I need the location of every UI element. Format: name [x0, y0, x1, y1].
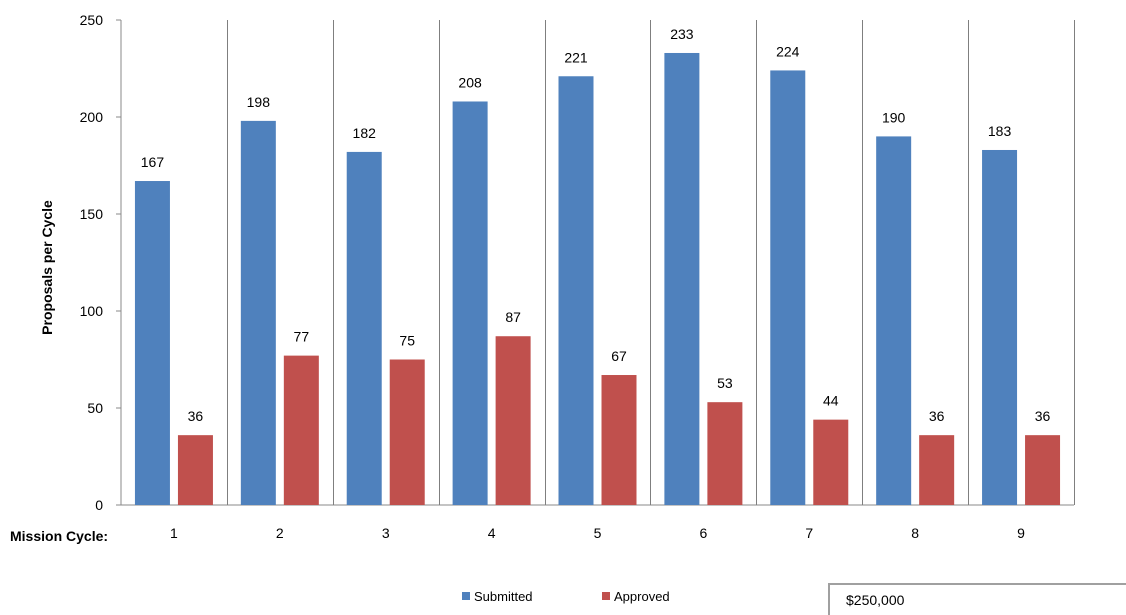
data-label-approved-7: 44 [823, 393, 839, 409]
data-label-submitted-6: 233 [670, 26, 694, 42]
bar-submitted-3 [346, 151, 382, 506]
bar-submitted-5 [558, 76, 594, 505]
x-tick-label: 4 [488, 525, 496, 541]
x-tick-label: 8 [911, 525, 919, 541]
bar-approved-5 [601, 375, 637, 505]
bar-submitted-9 [982, 149, 1018, 506]
y-axis-label: Proposals per Cycle [39, 200, 55, 335]
data-label-approved-9: 36 [1035, 408, 1051, 424]
bar-submitted-2 [240, 120, 276, 505]
data-label-submitted-5: 221 [564, 49, 588, 65]
y-tick-label: 150 [80, 206, 104, 222]
data-label-submitted-7: 224 [776, 43, 800, 59]
x-tick-label: 5 [594, 525, 602, 541]
bar-approved-7 [813, 419, 849, 505]
data-label-submitted-3: 182 [353, 125, 377, 141]
data-label-approved-4: 87 [505, 309, 521, 325]
y-tick-label: 50 [87, 400, 103, 416]
data-label-submitted-8: 190 [882, 109, 906, 125]
grid [116, 19, 1075, 506]
y-axis-label-group: Proposals per Cycle [39, 200, 55, 335]
data-label-submitted-4: 208 [458, 74, 482, 90]
inset-chart-tick-label: $250,000 [846, 592, 905, 608]
bar-approved-2 [283, 355, 319, 505]
bars [134, 52, 1061, 506]
x-tick-label: 3 [382, 525, 390, 541]
bar-approved-1 [177, 435, 213, 505]
legend-label-submitted: Submitted [474, 589, 533, 604]
x-tick-label: 2 [276, 525, 284, 541]
y-ticks: 0 50 100 150 200 250 [80, 12, 104, 513]
bar-submitted-8 [876, 136, 912, 505]
data-label-submitted-1: 167 [141, 154, 165, 170]
x-ticks: 1 2 3 4 5 6 7 8 9 [170, 525, 1025, 541]
data-label-approved-3: 75 [399, 333, 415, 349]
bar-submitted-6 [664, 52, 700, 505]
x-axis-prefix-label: Mission Cycle: [10, 528, 108, 544]
bar-submitted-1 [134, 181, 170, 505]
data-label-approved-1: 36 [188, 408, 204, 424]
data-label-approved-8: 36 [929, 408, 945, 424]
bar-submitted-7 [770, 70, 806, 505]
x-tick-label: 1 [170, 525, 178, 541]
y-tick-label: 200 [80, 109, 104, 125]
x-tick-label: 7 [805, 525, 813, 541]
bar-approved-8 [919, 435, 955, 505]
x-tick-label: 9 [1017, 525, 1025, 541]
bar-approved-4 [495, 336, 531, 505]
legend-swatch-approved [602, 592, 610, 600]
legend: Submitted Approved [462, 589, 670, 604]
y-tick-label: 100 [80, 303, 104, 319]
y-tick-label: 0 [95, 497, 103, 513]
data-label-approved-2: 77 [294, 329, 310, 345]
data-label-approved-6: 53 [717, 375, 733, 391]
bar-approved-9 [1025, 435, 1061, 505]
bar-submitted-4 [452, 101, 488, 505]
bar-approved-6 [707, 402, 743, 505]
x-tick-label: 6 [699, 525, 707, 541]
data-labels: 167 36 198 77 182 75 208 87 221 67 233 53 224 44 190 36… [141, 26, 1051, 424]
data-label-submitted-9: 183 [988, 123, 1012, 139]
y-tick-label: 250 [80, 12, 104, 28]
data-label-approved-5: 67 [611, 348, 627, 364]
data-label-submitted-2: 198 [247, 94, 271, 110]
legend-label-approved: Approved [614, 589, 670, 604]
legend-swatch-submitted [462, 592, 470, 600]
bar-approved-3 [389, 359, 425, 505]
